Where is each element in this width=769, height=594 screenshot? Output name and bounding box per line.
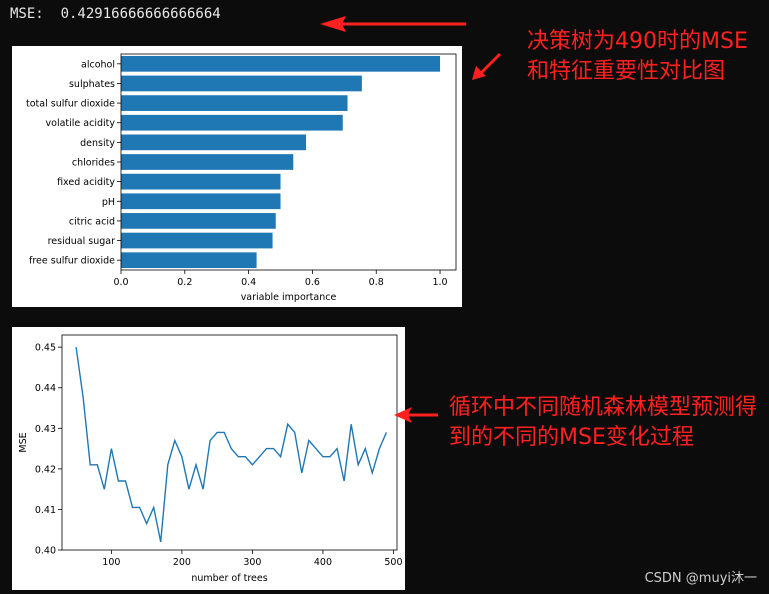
feature-importance-chart-panel: alcohol sulphates total sulfur dioxide vola…	[12, 46, 462, 307]
series-line	[75, 347, 388, 543]
bar	[121, 55, 441, 72]
feature-importance-chart: alcohol sulphates total sulfur dioxide vola…	[26, 53, 457, 303]
x-tick-label: 400	[314, 557, 332, 568]
mse-line-chart: 100 200 300 400 500 0.40 0.41 0.42 0.43 0.44 0.45 n…	[18, 334, 403, 584]
y-tick-label: 0.42	[35, 464, 56, 475]
arrow-left-icon	[320, 16, 466, 32]
y-tick-label: alcohol	[81, 59, 115, 70]
y-tick-label: density	[80, 138, 115, 149]
y-tick-label: chlorides	[72, 158, 115, 169]
bar	[121, 75, 362, 92]
y-tick-label: 0.44	[35, 383, 56, 394]
bar	[121, 114, 343, 131]
bar	[121, 213, 276, 229]
y-tick-label: 0.40	[35, 546, 56, 557]
x-tick-label: 1.0	[432, 277, 447, 288]
y-tick-label: 0.45	[35, 343, 56, 354]
watermark: CSDN @muyi沐一	[644, 571, 757, 586]
y-tick-label: 0.41	[35, 505, 56, 516]
y-tick-label: free sulfur dioxide	[29, 256, 115, 267]
bar	[121, 252, 257, 269]
x-axis-label: number of trees	[191, 573, 267, 584]
bar	[121, 173, 281, 190]
arrow-left-icon	[394, 407, 438, 423]
x-tick-label: 500	[384, 557, 402, 568]
x-axis-label: variable importance	[241, 292, 337, 303]
annotation-bottom: 循环中不同随机森林模型预测得到的不同的MSE变化过程	[449, 395, 758, 450]
x-tick-label: 0.2	[177, 277, 192, 288]
x-tick-label: 0.4	[241, 277, 256, 288]
bar	[121, 134, 307, 151]
y-tick-label: fixed acidity	[57, 177, 115, 188]
y-tick-label: 0.43	[35, 424, 56, 435]
y-tick-label: total sulfur dioxide	[26, 99, 115, 110]
x-tick-label: 0.6	[305, 277, 320, 288]
y-tick-label: pH	[102, 197, 115, 208]
console-output-line: MSE: 0.42916666666666664	[10, 6, 221, 22]
plot-frame	[120, 53, 457, 271]
arrow-down-left-icon	[472, 52, 502, 80]
bar	[121, 193, 281, 210]
x-tick-label: 0.8	[369, 277, 384, 288]
bar	[121, 154, 294, 170]
plot-frame	[61, 334, 398, 551]
x-tick-label: 200	[173, 557, 191, 568]
y-axis-label: MSE	[18, 432, 29, 452]
x-tick-label: 100	[102, 557, 120, 568]
x-tick-label: 0.0	[113, 277, 128, 288]
y-tick-label: volatile acidity	[46, 118, 116, 129]
y-tick-label: residual sugar	[48, 236, 115, 247]
y-tick-label: sulphates	[69, 79, 115, 90]
annotation-top: 决策树为490时的MSE和特征重要性对比图	[527, 29, 748, 84]
bar	[121, 95, 348, 111]
x-tick-label: 300	[243, 557, 261, 568]
bar	[121, 232, 273, 249]
y-tick-label: citric acid	[69, 216, 115, 227]
mse-line-chart-panel: 100 200 300 400 500 0.40 0.41 0.42 0.43 0.44 0.45 n…	[12, 327, 405, 590]
